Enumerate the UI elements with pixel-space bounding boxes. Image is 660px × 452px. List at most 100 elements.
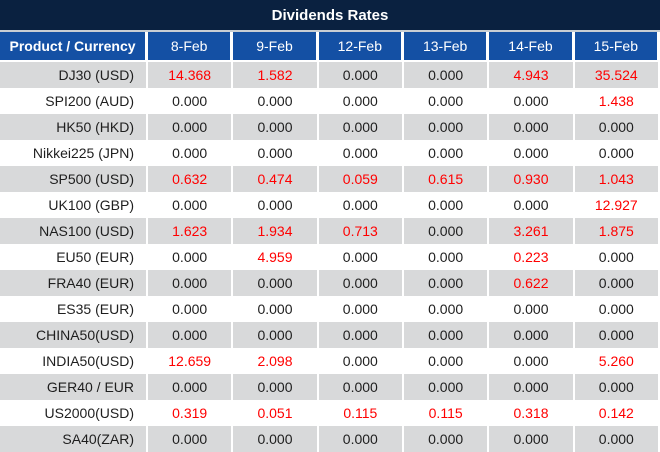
value-cell: 0.000: [233, 374, 319, 400]
value-cell: 0.000: [318, 88, 404, 114]
value-cell: 3.261: [489, 218, 575, 244]
table-row: UK100 (GBP) 0.000 0.000 0.000 0.000 0.000 12.9…: [0, 192, 660, 218]
value-cell: 1.623: [148, 218, 234, 244]
value-cell: 0.000: [489, 322, 575, 348]
value-cell: 0.000: [489, 114, 575, 140]
value-cell: 0.000: [574, 374, 660, 400]
value-cell: 4.943: [489, 62, 575, 88]
table-header-row: Product / Currency 8-Feb 9-Feb 12-Feb 13…: [0, 32, 660, 62]
value-cell: 0.000: [233, 192, 319, 218]
product-cell: US2000(USD): [0, 400, 148, 426]
table-row: SP500 (USD) 0.632 0.474 0.059 0.615 0.930 1.04…: [0, 166, 660, 192]
value-cell: 0.930: [489, 166, 575, 192]
value-cell: 0.000: [148, 88, 234, 114]
value-cell: 0.000: [233, 88, 319, 114]
value-cell: 1.875: [574, 218, 660, 244]
value-cell: 0.000: [318, 140, 404, 166]
value-cell: 1.043: [574, 166, 660, 192]
value-cell: 0.000: [148, 140, 234, 166]
column-header-date-2: 9-Feb: [233, 32, 319, 60]
table-row: SA40(ZAR) 0.000 0.000 0.000 0.000 0.000 0.000: [0, 426, 660, 452]
value-cell: 0.000: [318, 244, 404, 270]
product-cell: FRA40 (EUR): [0, 270, 148, 296]
value-cell: 0.615: [403, 166, 490, 192]
value-cell: 0.000: [148, 322, 234, 348]
product-cell: DJ30 (USD): [0, 62, 148, 88]
value-cell: 0.000: [148, 270, 234, 296]
value-cell: 0.000: [233, 322, 319, 348]
value-cell: 5.260: [574, 348, 660, 374]
value-cell: 0.000: [489, 374, 575, 400]
product-cell: ES35 (EUR): [0, 296, 148, 322]
value-cell: 0.000: [403, 296, 490, 322]
value-cell: 0.223: [489, 244, 575, 270]
value-cell: 0.000: [403, 218, 490, 244]
table-row: Nikkei225 (JPN) 0.000 0.000 0.000 0.000 0.000…: [0, 140, 660, 166]
value-cell: 0.622: [489, 270, 575, 296]
value-cell: 0.474: [233, 166, 319, 192]
value-cell: 2.098: [233, 348, 319, 374]
value-cell: 0.000: [233, 114, 319, 140]
table-title: Dividends Rates: [0, 0, 660, 32]
value-cell: 0.000: [574, 322, 660, 348]
value-cell: 0.000: [148, 114, 234, 140]
value-cell: 0.142: [574, 400, 660, 426]
table-row: EU50 (EUR) 0.000 4.959 0.000 0.000 0.223 0.000: [0, 244, 660, 270]
table-row: FRA40 (EUR) 0.000 0.000 0.000 0.000 0.622 0.00…: [0, 270, 660, 296]
value-cell: 0.000: [148, 192, 234, 218]
value-cell: 0.115: [403, 400, 490, 426]
value-cell: 12.927: [574, 192, 660, 218]
value-cell: 1.934: [233, 218, 319, 244]
product-cell: EU50 (EUR): [0, 244, 148, 270]
value-cell: 0.000: [318, 270, 404, 296]
value-cell: 0.000: [148, 296, 234, 322]
table-row: DJ30 (USD) 14.368 1.582 0.000 0.000 4.943 35.5…: [0, 62, 660, 88]
value-cell: 0.000: [489, 296, 575, 322]
value-cell: 0.000: [318, 322, 404, 348]
value-cell: 0.000: [489, 348, 575, 374]
value-cell: 0.000: [403, 426, 490, 452]
value-cell: 0.000: [574, 244, 660, 270]
value-cell: 0.000: [403, 322, 490, 348]
value-cell: 0.000: [233, 296, 319, 322]
value-cell: 0.059: [318, 166, 404, 192]
value-cell: 0.000: [489, 426, 575, 452]
table-row: NAS100 (USD) 1.623 1.934 0.713 0.000 3.261 1.8…: [0, 218, 660, 244]
value-cell: 14.368: [148, 62, 234, 88]
column-header-date-3: 12-Feb: [318, 32, 404, 60]
table-row: HK50 (HKD) 0.000 0.000 0.000 0.000 0.000 0.000: [0, 114, 660, 140]
column-header-date-6: 15-Feb: [574, 32, 660, 60]
value-cell: 0.115: [318, 400, 404, 426]
column-header-date-5: 14-Feb: [489, 32, 575, 60]
value-cell: 0.000: [403, 192, 490, 218]
table-row: CHINA50(USD) 0.000 0.000 0.000 0.000 0.000 0.0…: [0, 322, 660, 348]
table-body: DJ30 (USD) 14.368 1.582 0.000 0.000 4.943 35.5…: [0, 62, 660, 452]
value-cell: 0.000: [403, 348, 490, 374]
table-row: SPI200 (AUD) 0.000 0.000 0.000 0.000 0.000 1.4…: [0, 88, 660, 114]
value-cell: 0.000: [233, 140, 319, 166]
value-cell: 0.051: [233, 400, 319, 426]
value-cell: 0.000: [318, 348, 404, 374]
value-cell: 0.000: [318, 114, 404, 140]
value-cell: 1.582: [233, 62, 319, 88]
value-cell: 0.319: [148, 400, 234, 426]
value-cell: 0.000: [233, 270, 319, 296]
value-cell: 0.000: [403, 270, 490, 296]
value-cell: 12.659: [148, 348, 234, 374]
column-header-date-4: 13-Feb: [403, 32, 490, 60]
table-row: INDIA50(USD) 12.659 2.098 0.000 0.000 0.000 5.…: [0, 348, 660, 374]
product-cell: SPI200 (AUD): [0, 88, 148, 114]
product-cell: SP500 (USD): [0, 166, 148, 192]
table-row: GER40 / EUR 0.000 0.000 0.000 0.000 0.000 0.00…: [0, 374, 660, 400]
product-cell: UK100 (GBP): [0, 192, 148, 218]
value-cell: 0.000: [148, 426, 234, 452]
value-cell: 0.318: [489, 400, 575, 426]
value-cell: 4.959: [233, 244, 319, 270]
value-cell: 0.000: [318, 62, 404, 88]
value-cell: 0.000: [574, 296, 660, 322]
value-cell: 35.524: [574, 62, 660, 88]
value-cell: 0.000: [489, 192, 575, 218]
value-cell: 0.000: [148, 244, 234, 270]
value-cell: 0.000: [148, 374, 234, 400]
